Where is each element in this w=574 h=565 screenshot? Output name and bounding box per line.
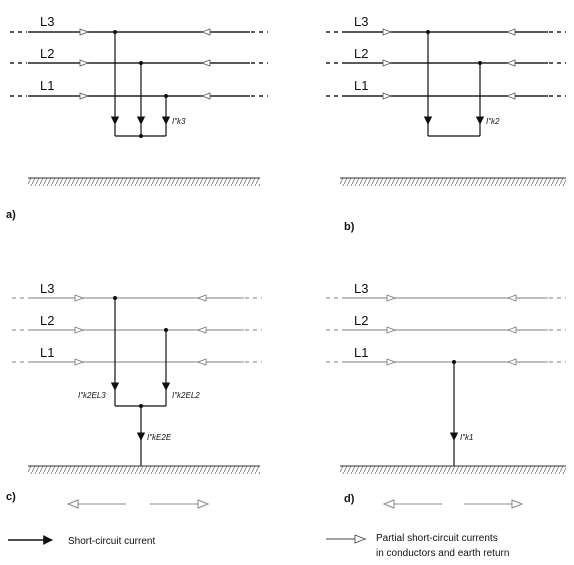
earth-return-arrows-c <box>66 499 210 509</box>
panel-label-c: c) <box>6 491 16 503</box>
partial-arrow-icons-d <box>386 294 517 366</box>
current-label-c-l2: I″k2EL2 <box>172 391 200 400</box>
ground-b <box>340 178 566 186</box>
partial-current-arrow-icon <box>326 534 367 544</box>
current-label-b: I″k2 <box>486 117 500 126</box>
panel-b: L3 L2 L1 I″k2 b) <box>326 14 566 233</box>
conductor-label-l2-d: L2 <box>354 313 368 328</box>
panel-d: L3 L2 L1 I″k1 d) <box>326 281 566 509</box>
current-label-c-l3: I″k2EL3 <box>78 391 106 400</box>
conductor-label-l3-d: L3 <box>354 281 368 296</box>
conductor-label-l3-a: L3 <box>40 14 54 29</box>
conductor-label-l1-a: L1 <box>40 78 54 93</box>
earth-return-arrows-d <box>382 499 524 509</box>
conductor-label-l1-c: L1 <box>40 345 54 360</box>
panel-label-a: a) <box>6 209 16 221</box>
panel-label-d: d) <box>344 493 355 505</box>
conductor-label-l3-b: L3 <box>354 14 368 29</box>
conductor-label-l1-b: L1 <box>354 78 368 93</box>
ground-d <box>340 466 566 474</box>
conductor-lines-a <box>10 31 268 97</box>
legend-partial-line2: in conductors and earth return <box>376 548 509 559</box>
legend-partial-line1: Partial short-circuit currents <box>376 533 498 544</box>
conductor-label-l1-d: L1 <box>354 345 368 360</box>
conductor-label-l2-a: L2 <box>40 46 54 61</box>
current-label-c-earth: I″kE2E <box>147 433 172 442</box>
ground-c <box>28 466 260 474</box>
legend-short-circuit: Short-circuit current <box>68 536 155 547</box>
conductor-label-l3-c: L3 <box>40 281 54 296</box>
ground-a <box>28 178 260 186</box>
panel-label-b: b) <box>344 221 355 233</box>
partial-arrow-icons-c <box>74 294 207 366</box>
conductor-label-l2-c: L2 <box>40 313 54 328</box>
partial-arrow-icons-a <box>79 28 211 100</box>
conductor-label-l2-b: L2 <box>354 46 368 61</box>
conductor-lines-c <box>12 297 262 363</box>
current-label-a: I″k3 <box>172 117 186 126</box>
panel-a: L3 L2 L1 I″k3 a) <box>6 14 268 221</box>
legend: Short-circuit current Partial short-circ… <box>8 533 509 559</box>
partial-arrow-icons-b <box>382 28 516 100</box>
panel-c: L3 L2 L1 I″k2EL3 I″k2EL2 I″kE2E c) <box>6 281 262 509</box>
current-label-d: I″k1 <box>460 433 474 442</box>
